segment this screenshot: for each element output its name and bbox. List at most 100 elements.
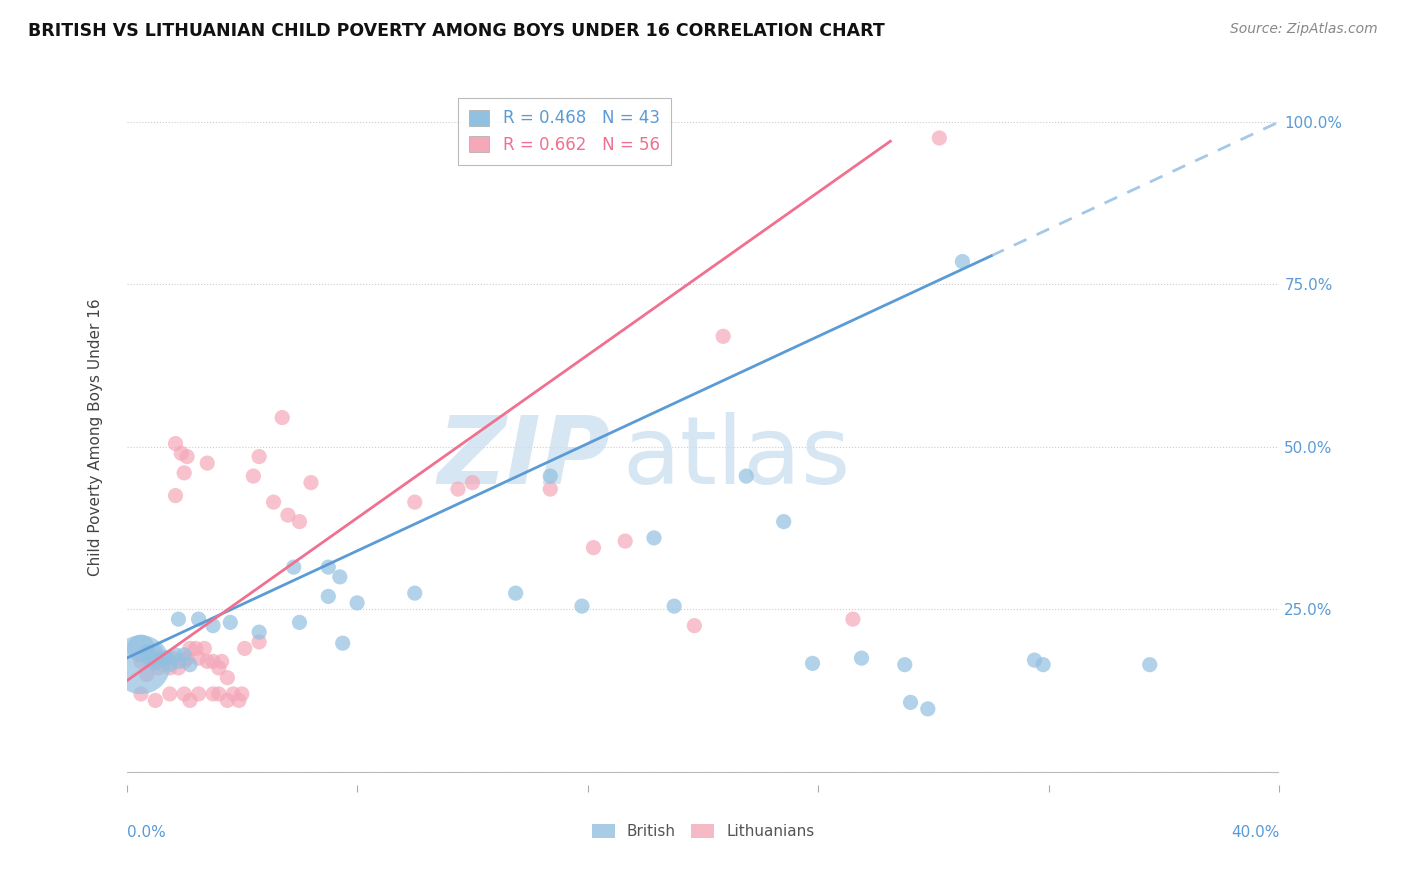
- Point: [447, 482, 470, 496]
- Point: [162, 651, 184, 665]
- Y-axis label: Child Poverty Among Boys Under 16: Child Poverty Among Boys Under 16: [89, 298, 103, 576]
- Point: [173, 648, 195, 662]
- Point: [145, 693, 166, 707]
- Point: [173, 466, 195, 480]
- Point: [159, 657, 181, 672]
- Point: [318, 590, 340, 604]
- Point: [1024, 653, 1046, 667]
- Point: [184, 641, 207, 656]
- Point: [242, 469, 264, 483]
- Point: [217, 693, 239, 707]
- Point: [159, 661, 181, 675]
- Point: [135, 667, 157, 681]
- Point: [538, 469, 561, 483]
- Point: [801, 657, 824, 671]
- Point: [346, 596, 368, 610]
- Point: [247, 625, 270, 640]
- Point: [894, 657, 917, 672]
- Point: [211, 654, 233, 668]
- Point: [263, 495, 285, 509]
- Point: [900, 695, 922, 709]
- Point: [156, 651, 179, 665]
- Point: [153, 651, 176, 665]
- Point: [614, 534, 637, 549]
- Point: [772, 515, 794, 529]
- Point: [165, 436, 187, 450]
- Point: [219, 615, 242, 630]
- Point: [271, 410, 294, 425]
- Point: [538, 482, 561, 496]
- Point: [129, 641, 152, 656]
- Point: [217, 671, 239, 685]
- Point: [950, 254, 973, 268]
- Point: [187, 651, 209, 665]
- Point: [145, 654, 166, 668]
- Point: [228, 693, 250, 707]
- Point: [145, 645, 166, 659]
- Point: [332, 636, 354, 650]
- Point: [173, 687, 195, 701]
- Point: [283, 560, 305, 574]
- Point: [208, 687, 231, 701]
- Point: [156, 651, 179, 665]
- Point: [167, 654, 190, 668]
- Point: [129, 654, 152, 668]
- Point: [288, 515, 311, 529]
- Point: [917, 702, 939, 716]
- Point: [176, 651, 198, 665]
- Point: [179, 641, 201, 656]
- Text: Source: ZipAtlas.com: Source: ZipAtlas.com: [1230, 22, 1378, 37]
- Point: [202, 687, 225, 701]
- Point: [187, 612, 209, 626]
- Point: [222, 687, 245, 701]
- Point: [247, 450, 270, 464]
- Point: [193, 641, 215, 656]
- Point: [404, 586, 426, 600]
- Point: [202, 618, 225, 632]
- Point: [664, 599, 686, 614]
- Point: [148, 661, 170, 675]
- Point: [129, 687, 152, 701]
- Point: [735, 469, 758, 483]
- Text: atlas: atlas: [623, 412, 851, 504]
- Text: 0.0%: 0.0%: [127, 825, 166, 840]
- Point: [170, 446, 193, 460]
- Point: [138, 651, 160, 665]
- Point: [159, 687, 181, 701]
- Point: [842, 612, 865, 626]
- Point: [165, 489, 187, 503]
- Point: [318, 560, 340, 574]
- Point: [571, 599, 593, 614]
- Point: [404, 495, 426, 509]
- Text: ZIP: ZIP: [437, 412, 610, 504]
- Point: [928, 131, 950, 145]
- Point: [150, 651, 173, 665]
- Point: [461, 475, 484, 490]
- Point: [683, 618, 706, 632]
- Point: [179, 657, 201, 672]
- Point: [851, 651, 873, 665]
- Point: [299, 475, 322, 490]
- Point: [187, 687, 209, 701]
- Point: [135, 645, 157, 659]
- Legend: British, Lithuanians: British, Lithuanians: [583, 816, 823, 847]
- Point: [288, 615, 311, 630]
- Point: [145, 654, 166, 668]
- Point: [505, 586, 527, 600]
- Point: [711, 329, 734, 343]
- Point: [231, 687, 253, 701]
- Point: [1032, 657, 1054, 672]
- Point: [277, 508, 299, 522]
- Text: BRITISH VS LITHUANIAN CHILD POVERTY AMONG BOYS UNDER 16 CORRELATION CHART: BRITISH VS LITHUANIAN CHILD POVERTY AMON…: [28, 22, 884, 40]
- Text: 40.0%: 40.0%: [1232, 825, 1279, 840]
- Point: [179, 693, 201, 707]
- Point: [150, 651, 173, 665]
- Point: [173, 654, 195, 668]
- Point: [643, 531, 665, 545]
- Point: [233, 641, 256, 656]
- Point: [176, 450, 198, 464]
- Point: [582, 541, 605, 555]
- Point: [165, 648, 187, 662]
- Point: [247, 635, 270, 649]
- Point: [1139, 657, 1161, 672]
